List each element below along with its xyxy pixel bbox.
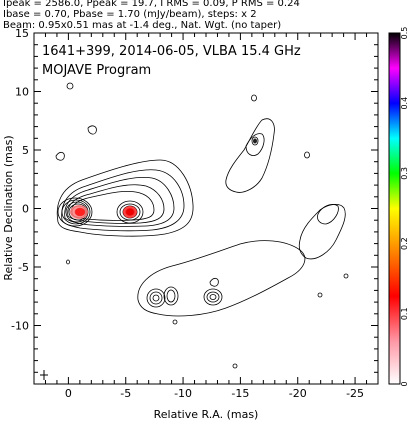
- contour-lower-clump-3a: [203, 288, 223, 306]
- axis-ticks: [34, 32, 379, 385]
- contour-core-2: [61, 199, 91, 225]
- contour-north-dot: [251, 136, 259, 146]
- x-tick-label: -15: [231, 387, 249, 400]
- plot-subtitle: MOJAVE Program: [42, 63, 151, 78]
- y-tick-label: 5: [22, 144, 29, 157]
- x-tick-label: -5: [120, 387, 131, 400]
- x-tick-label: -25: [346, 387, 364, 400]
- beam-marker: [40, 370, 48, 380]
- contour-noise-10: [343, 273, 349, 279]
- contour-jet-2: [61, 169, 185, 232]
- contour-lower-clump-1c: [152, 294, 160, 302]
- contour-north-outer: [225, 118, 275, 193]
- header-line-1: Ipeak = 2586.0, Ppeak = 19.7, I RMS = 0.…: [3, 0, 300, 9]
- header-line-3: Beam: 0.95x0.51 mas at -1.4 deg., Nat. W…: [3, 20, 282, 31]
- plot-title: 1641+399, 2014-06-05, VLBA 15.4 GHz: [42, 44, 301, 59]
- contour-lower-clump-1b: [149, 291, 163, 305]
- contour-lower-clump-1a: [146, 288, 166, 308]
- contour-knot-1: [116, 200, 144, 224]
- y-tick-label: 15: [15, 27, 29, 40]
- contour-noise-4: [251, 94, 257, 102]
- contour-noise-3: [209, 278, 219, 287]
- contour-core-1: [57, 197, 93, 227]
- colorbar-tick-label: 0.4: [400, 97, 409, 110]
- contour-lower-clump-2a: [163, 286, 179, 306]
- contour-noise-11: [317, 292, 323, 298]
- y-tick-labels: 15 10 5 0 -5 -10: [11, 27, 29, 333]
- contour-noise-2: [55, 152, 65, 161]
- contour-lower-envelope: [137, 240, 306, 317]
- contour-outer-envelope: [56, 159, 194, 237]
- contour-noise-6: [66, 82, 74, 90]
- colorbar-tick-label: 0.1: [400, 307, 409, 320]
- colorbar: [388, 32, 401, 385]
- knot-fill-bright: [126, 208, 134, 216]
- y-tick-label: -10: [11, 320, 29, 333]
- contour-noise-1: [87, 125, 97, 135]
- y-axis-label: Relative Declination (mas): [2, 135, 15, 280]
- colorbar-tick-label: 0.2: [400, 237, 409, 250]
- contour-noise-7: [172, 319, 178, 325]
- contour-lower-clump-2b: [166, 289, 176, 303]
- x-tick-labels: 0 -5 -10 -15 -20 -25: [65, 387, 364, 400]
- x-tick-label: 0: [65, 387, 72, 400]
- colorbar-tick-label: 0.3: [400, 167, 409, 180]
- north-fill: [253, 138, 257, 144]
- contour-noise-5: [304, 151, 310, 159]
- intensity-fills: [70, 138, 257, 219]
- x-tick-label: -20: [289, 387, 307, 400]
- contour-lower-clump-3b: [206, 291, 220, 303]
- contour-noise-9: [232, 363, 238, 369]
- contour-knot-2: [119, 203, 141, 221]
- colorbar-tick-label: 0.5: [400, 27, 409, 40]
- header-line-2: Ibase = 0.70, Pbase = 1.70 (mJy/beam), s…: [3, 9, 257, 20]
- y-tick-label: -5: [18, 261, 29, 274]
- y-tick-label: 10: [15, 86, 29, 99]
- contour-north-inner: [245, 133, 265, 156]
- contour-lines: [55, 82, 349, 369]
- contour-west-outer: [298, 204, 346, 260]
- contour-lower-clump-3c: [209, 294, 217, 300]
- colorbar-tick-labels: 0 0.1 0.2 0.3 0.4 0.5: [400, 27, 409, 387]
- contour-noise-8: [66, 259, 70, 265]
- y-tick-label: 0: [22, 203, 29, 216]
- contour-jet-3: [64, 176, 175, 227]
- x-axis-label: Relative R.A. (mas): [154, 408, 259, 421]
- colorbar-tick-label: 0: [400, 381, 409, 386]
- contour-jet-4: [67, 184, 165, 224]
- x-tick-label: -10: [174, 387, 192, 400]
- contour-west-inner: [317, 204, 339, 225]
- contour-jet-5: [70, 190, 155, 221]
- core-fill-bright: [75, 208, 85, 216]
